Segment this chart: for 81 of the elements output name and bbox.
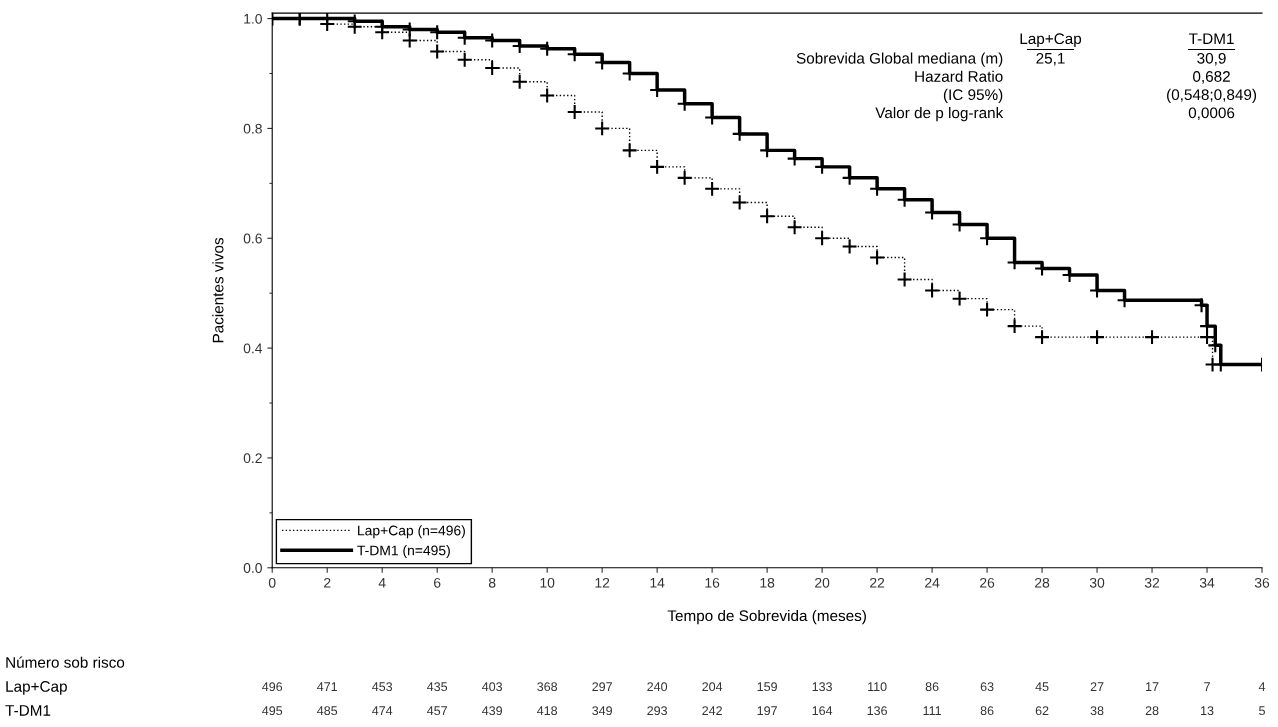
text: 27 bbox=[1090, 682, 1104, 691]
text: 197 bbox=[757, 706, 777, 716]
x-tick-label: 2 bbox=[324, 577, 331, 588]
text: 136 bbox=[867, 706, 887, 716]
annotation: 0,0006 bbox=[1188, 107, 1235, 121]
annotation: 0,682 bbox=[1193, 71, 1230, 84]
annotation: Hazard Ratio bbox=[915, 70, 1003, 82]
x-tick-label: 26 bbox=[980, 577, 995, 588]
text: 159 bbox=[757, 682, 777, 692]
text: 485 bbox=[317, 706, 338, 716]
annotation: Valor de p log-rank bbox=[875, 107, 1004, 122]
x-tick-label: 4 bbox=[378, 578, 386, 588]
x-tick-label: 36 bbox=[1254, 577, 1270, 588]
x-axis-title: Tempo de Sobrevida (meses) bbox=[667, 609, 866, 625]
text: 204 bbox=[702, 682, 723, 692]
x-tick-label: 32 bbox=[1144, 577, 1160, 588]
y-tick-label: 0.6 bbox=[243, 233, 262, 244]
annotation: T-DM1 bbox=[1188, 33, 1234, 44]
annotation: (IC 95%) bbox=[943, 88, 1003, 104]
text: 496 bbox=[262, 682, 283, 692]
annotation: 25,1 bbox=[1036, 52, 1065, 66]
x-tick-label: 8 bbox=[488, 577, 496, 588]
x-tick-label: 30 bbox=[1089, 577, 1105, 588]
x-tick-label: 34 bbox=[1199, 577, 1215, 588]
text: 62 bbox=[1035, 706, 1049, 716]
text: 5 bbox=[1259, 706, 1265, 716]
x-tick-label: 24 bbox=[925, 577, 940, 588]
text: 63 bbox=[980, 682, 994, 692]
text: 86 bbox=[925, 682, 939, 692]
text: 133 bbox=[812, 682, 832, 692]
x-tick-label: 6 bbox=[434, 577, 441, 588]
x-tick-label: 0 bbox=[268, 577, 276, 588]
text: 7 bbox=[1204, 682, 1210, 691]
text: 453 bbox=[372, 682, 393, 692]
text: 457 bbox=[427, 706, 447, 716]
text: 45 bbox=[1035, 682, 1049, 692]
text: 495 bbox=[262, 706, 283, 716]
annotation: Sobrevida Global mediana (m) bbox=[796, 52, 1003, 67]
x-tick-label: 18 bbox=[760, 577, 775, 588]
text: 38 bbox=[1090, 706, 1104, 716]
y-tick-label: 1.0 bbox=[244, 13, 262, 24]
x-tick-label: 16 bbox=[705, 577, 720, 588]
text: T-DM1 bbox=[5, 705, 51, 716]
x-tick-label: 14 bbox=[650, 578, 665, 588]
annotation: Lap+Cap bbox=[1020, 33, 1082, 48]
text: 474 bbox=[372, 706, 393, 715]
text: 418 bbox=[537, 706, 558, 716]
text: 242 bbox=[702, 706, 722, 715]
annotation: 30,9 bbox=[1197, 52, 1226, 66]
text: 164 bbox=[812, 706, 833, 716]
text: Número sob risco bbox=[6, 656, 125, 668]
x-tick-label: 28 bbox=[1035, 577, 1050, 588]
annotation: (0,548;0,849) bbox=[1167, 88, 1257, 104]
text: 28 bbox=[1145, 706, 1159, 716]
text: Lap+Cap bbox=[6, 681, 67, 695]
text: 439 bbox=[482, 706, 503, 716]
text: 86 bbox=[980, 706, 994, 716]
y-tick-label: 0.8 bbox=[243, 123, 262, 134]
y-axis-title: Pacientes vivos bbox=[212, 237, 224, 343]
legend-label: T-DM1 (n=495) bbox=[357, 545, 450, 559]
text: 111 bbox=[923, 706, 941, 715]
text: 403 bbox=[482, 682, 503, 692]
text: 13 bbox=[1201, 706, 1214, 716]
text: 297 bbox=[592, 682, 612, 692]
x-tick-label: 22 bbox=[870, 577, 885, 588]
text: 471 bbox=[317, 682, 338, 691]
text: 110 bbox=[868, 682, 887, 692]
text: 293 bbox=[647, 706, 668, 716]
x-tick-label: 20 bbox=[815, 577, 830, 588]
x-tick-label: 12 bbox=[595, 577, 610, 588]
y-tick-label: 0.4 bbox=[243, 343, 263, 354]
text: 368 bbox=[537, 682, 558, 692]
text: 17 bbox=[1146, 682, 1159, 691]
text: 435 bbox=[427, 682, 448, 692]
legend-label: Lap+Cap (n=496) bbox=[358, 525, 465, 539]
y-tick-label: 0.2 bbox=[243, 453, 262, 464]
text: 240 bbox=[647, 682, 668, 692]
x-tick-label: 10 bbox=[540, 577, 555, 588]
text: 349 bbox=[592, 706, 612, 716]
text: 4 bbox=[1258, 682, 1266, 691]
y-tick-label: 0.0 bbox=[243, 563, 262, 573]
